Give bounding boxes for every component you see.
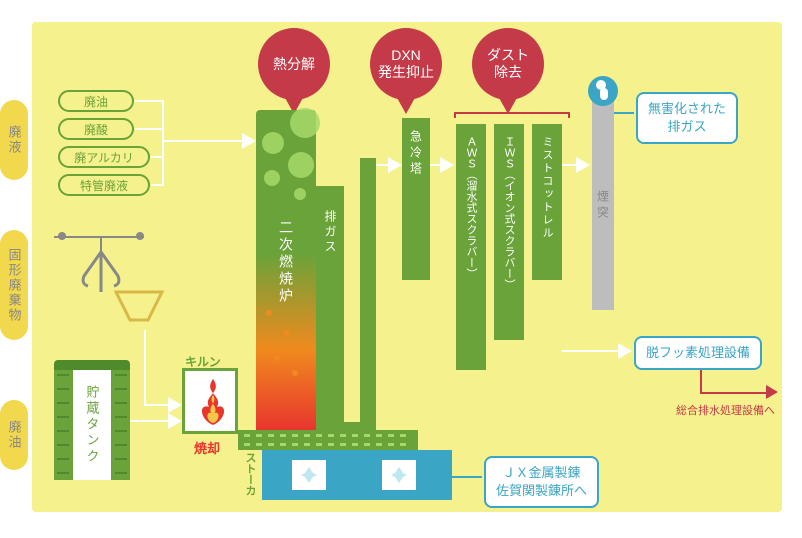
- pill-alkali: 廃アルカリ: [58, 146, 150, 168]
- exhaust-duct-right: [360, 158, 376, 438]
- line: [162, 140, 244, 142]
- bubble-dxn: DXN 発生抑止: [370, 28, 442, 100]
- quench-label: 急冷塔: [408, 130, 425, 178]
- arrow: [168, 397, 182, 413]
- pill-acid: 廃酸: [58, 118, 134, 140]
- line: [130, 420, 170, 422]
- emission-icon: [588, 76, 618, 106]
- line: [135, 100, 163, 102]
- iws-label: ＩＷＳ（イオン式スクラバー）: [501, 136, 517, 290]
- note-jx: ＪＸ金属製錬 佐賀関製錬所へ: [484, 456, 599, 508]
- mist: ミストコットレル: [532, 124, 562, 280]
- iws: ＩＷＳ（イオン式スクラバー）: [494, 124, 524, 340]
- dust-bracket: [454, 112, 570, 118]
- line: [144, 330, 146, 406]
- arrow: [576, 157, 590, 173]
- deco-bubble: [290, 108, 320, 138]
- flame-icon: [193, 377, 233, 427]
- note-defluorine: 脱フッ素処理設備: [634, 336, 762, 370]
- output-box: [382, 460, 416, 490]
- line: [614, 112, 634, 114]
- line: [562, 350, 620, 352]
- line: [700, 370, 702, 392]
- to-wastewater-label: 総合排水処理設備へ: [676, 402, 775, 418]
- hopper-icon: [114, 290, 164, 330]
- water-basin: [262, 450, 452, 500]
- tank-label: 貯蔵タンク: [83, 385, 102, 465]
- cat-solid: 固形廃棄物: [0, 230, 28, 340]
- spark: [292, 370, 298, 376]
- stoker-belt: [238, 430, 418, 450]
- deco-bubble: [288, 152, 314, 178]
- pill-oil: 廃油: [58, 90, 134, 112]
- output-box: [292, 460, 326, 490]
- kiln-label: キルン: [185, 353, 221, 370]
- note-clean-gas-label: 無害化された 排ガス: [648, 100, 726, 136]
- crane-wheel: [136, 232, 144, 240]
- arrow: [168, 413, 182, 429]
- cat-oil-label: 廃油: [5, 420, 24, 450]
- aws: ＡＷＳ（溜水式スクラバー）: [456, 124, 486, 370]
- arrow: [388, 157, 402, 173]
- exhaust-gas-label: 排ガス: [322, 210, 339, 255]
- pill-alkali-label: 廃アルカリ: [74, 149, 134, 166]
- stoker-label: ストーカ: [242, 452, 258, 496]
- burn-label: 焼却: [194, 438, 220, 457]
- bubble-pyrolysis-label: 熱分解: [273, 56, 315, 73]
- note-clean-gas: 無害化された 排ガス: [636, 92, 738, 144]
- crane-wheel: [58, 232, 66, 240]
- bubble-dust: ダスト 除去: [472, 28, 544, 100]
- spark: [284, 330, 290, 336]
- spark: [274, 355, 280, 361]
- kiln-box: キルン: [182, 368, 238, 434]
- arrow: [242, 133, 256, 149]
- cat-liquid-label: 廃液: [5, 125, 24, 155]
- pill-oil-label: 廃油: [84, 93, 108, 110]
- bubble-dust-label: ダスト 除去: [487, 47, 529, 81]
- bubble-pyrolysis: 熱分解: [258, 28, 330, 100]
- stack: 煙突: [592, 100, 614, 310]
- pill-special-label: 特管廃液: [80, 177, 128, 194]
- crane-icon: [76, 238, 126, 298]
- arrow: [766, 385, 778, 399]
- deco-bubble: [262, 132, 284, 154]
- aws-label: ＡＷＳ（溜水式スクラバー）: [463, 136, 479, 279]
- stack-label: 煙突: [595, 190, 612, 222]
- quench-tower: 急冷塔: [402, 118, 430, 280]
- arrow: [440, 157, 454, 173]
- diagram-canvas: 廃液 固形廃棄物 廃油 廃油 廃酸 廃アルカリ 特管廃液 熱分解 DXN 発生抑…: [0, 0, 802, 538]
- line: [162, 100, 164, 186]
- secondary-furnace-label: 二次燃焼炉: [276, 220, 296, 305]
- deco-bubble: [294, 188, 306, 200]
- note-jx-label: ＪＸ金属製錬 佐賀関製錬所へ: [496, 464, 587, 500]
- note-defluorine-label: 脱フッ素処理設備: [646, 344, 750, 362]
- bubble-dxn-label: DXN 発生抑止: [378, 47, 434, 81]
- cat-liquid: 廃液: [0, 100, 28, 180]
- mist-label: ミストコットレル: [539, 136, 555, 240]
- spark: [266, 310, 272, 316]
- deco-bubble: [264, 170, 280, 186]
- line: [452, 476, 482, 478]
- secondary-furnace: 二次燃焼炉: [256, 110, 316, 430]
- line: [700, 392, 768, 394]
- cat-solid-label: 固形廃棄物: [5, 248, 24, 323]
- storage-tank: 貯蔵タンク: [54, 360, 130, 480]
- line: [144, 404, 170, 406]
- pill-acid-label: 廃酸: [84, 121, 108, 138]
- arrow: [618, 343, 632, 359]
- cat-oil: 廃油: [0, 400, 28, 470]
- pill-special: 特管廃液: [58, 174, 150, 196]
- line: [135, 128, 163, 130]
